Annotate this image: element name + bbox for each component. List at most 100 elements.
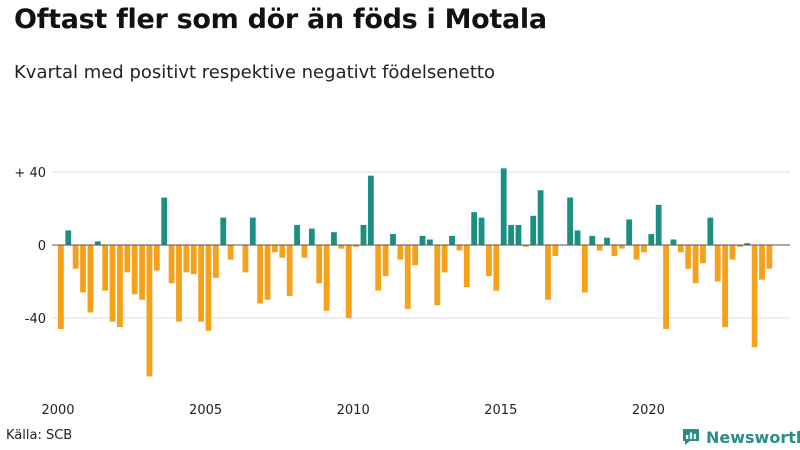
- bar-2019-q2: 2019 Q2: 14: [626, 219, 633, 245]
- bar-2019-q1: 2019 Q1: -2: [618, 245, 625, 249]
- bar-2020-q3: 2020 Q3: -46: [663, 245, 669, 329]
- bars: 2000 Q1: -462000 Q2: 82000 Q3: -132000 Q…: [58, 168, 773, 377]
- bar-2018-q4: 2018 Q4: -6: [611, 245, 618, 256]
- bar-2010-q3: 2010 Q3: 38: [367, 175, 374, 245]
- bar-2023-q1: 2023 Q1: -1: [736, 245, 743, 247]
- bar-2005-q1: 2005 Q1: -47: [205, 245, 212, 331]
- bar-2007-q1: 2007 Q1: -30: [264, 245, 271, 300]
- bar-2003-q2: 2003 Q2: -14: [153, 245, 160, 271]
- bar-2013-q4: 2013 Q4: -23: [463, 245, 470, 287]
- bar-2020-q1: 2020 Q1: 6: [648, 234, 655, 245]
- bar-2014-q4: 2014 Q4: -25: [493, 245, 500, 291]
- bar-2018-q2: 2018 Q2: -3: [596, 245, 603, 251]
- bar-2004-q3: 2004 Q3: -16: [190, 245, 197, 275]
- bar-2009-q2: 2009 Q2: 7: [331, 232, 337, 245]
- brand-name: Newsworthy: [706, 427, 800, 447]
- bar-2000-q4: 2000 Q4: -26: [80, 245, 86, 293]
- bar-2017-q4: 2017 Q4: -26: [581, 245, 588, 293]
- bar-2001-q2: 2001 Q2: 2: [94, 241, 101, 245]
- bar-2008-q3: 2008 Q3: 9: [308, 228, 315, 245]
- bar-2010-q4: 2010 Q4: -25: [375, 245, 382, 291]
- bar-2016-q2: 2016 Q2: 30: [537, 190, 544, 245]
- bar-2012-q2: 2012 Q2: 5: [419, 235, 426, 246]
- x-tick-label: 2005: [189, 403, 222, 418]
- bar-2019-q3: 2019 Q3: -8: [633, 245, 640, 260]
- bar-2010-q1: 2010 Q1: -1: [353, 245, 359, 247]
- x-tick-label: 2015: [484, 403, 517, 418]
- bar-2021-q3: 2021 Q3: -21: [692, 245, 699, 284]
- bar-2003-q3: 2003 Q3: 26: [161, 197, 168, 245]
- x-tick-label: 2000: [41, 403, 74, 418]
- y-axis-labels: + 40 0 -40: [14, 166, 46, 327]
- bar-2006-q4: 2006 Q4: -32: [257, 245, 264, 304]
- bar-2008-q1: 2008 Q1: 11: [294, 224, 300, 245]
- bar-2007-q4: 2007 Q4: -28: [286, 245, 293, 297]
- bar-2017-q2: 2017 Q2: 26: [567, 197, 574, 245]
- bar-2009-q3: 2009 Q3: -2: [338, 245, 345, 249]
- bar-2013-q1: 2013 Q1: -15: [441, 245, 448, 273]
- bar-2009-q1: 2009 Q1: -36: [323, 245, 330, 311]
- bar-2023-q2: 2023 Q2: 1: [744, 243, 751, 245]
- bar-2003-q4: 2003 Q4: -21: [168, 245, 175, 284]
- bar-2016-q3: 2016 Q3: -30: [545, 245, 551, 300]
- bar-2018-q1: 2018 Q1: 5: [589, 235, 596, 246]
- bar-2004-q1: 2004 Q1: -42: [176, 245, 182, 322]
- bar-2021-q4: 2021 Q4: -10: [700, 245, 706, 264]
- x-tick-label: 2010: [337, 403, 370, 418]
- bar-2009-q4: 2009 Q4: -40: [345, 245, 352, 318]
- bar-2001-q4: 2001 Q4: -42: [109, 245, 116, 322]
- x-tick-label: 2020: [632, 403, 665, 418]
- source-note: Källa: SCB: [6, 428, 73, 443]
- bar-2008-q4: 2008 Q4: -21: [316, 245, 323, 284]
- bar-2012-q4: 2012 Q4: -33: [434, 245, 441, 306]
- bar-2001-q3: 2001 Q3: -25: [102, 245, 109, 291]
- bar-2016-q1: 2016 Q1: 16: [530, 215, 537, 245]
- bar-2015-q4: 2015 Q4: -1: [522, 245, 529, 247]
- bar-2020-q2: 2020 Q2: 22: [655, 204, 662, 245]
- bar-2000-q3: 2000 Q3: -13: [72, 245, 79, 269]
- bar-2006-q3: 2006 Q3: 15: [249, 217, 256, 246]
- bar-2014-q3: 2014 Q3: -17: [486, 245, 492, 277]
- bar-2015-q1: 2015 Q1: 42: [500, 168, 507, 245]
- bar-2024-q1: 2024 Q1: -13: [766, 245, 773, 269]
- bar-2004-q4: 2004 Q4: -42: [198, 245, 205, 322]
- bar-2005-q2: 2005 Q2: -18: [212, 245, 219, 278]
- bar-2017-q3: 2017 Q3: 8: [574, 230, 581, 245]
- newsworthy-icon: [683, 429, 699, 445]
- bar-2013-q2: 2013 Q2: 5: [449, 235, 455, 246]
- bar-2011-q4: 2011 Q4: -35: [404, 245, 411, 309]
- bar-2005-q4: 2005 Q4: -8: [227, 245, 234, 260]
- bar-2003-q1: 2003 Q1: -72: [146, 245, 153, 377]
- bar-2001-q1: 2001 Q1: -37: [87, 245, 94, 313]
- bar-2004-q2: 2004 Q2: -15: [183, 245, 190, 273]
- bar-2013-q3: 2013 Q3: -3: [456, 245, 463, 251]
- bar-2020-q4: 2020 Q4: 3: [670, 239, 677, 245]
- bar-2022-q3: 2022 Q3: -45: [722, 245, 728, 328]
- bar-2011-q2: 2011 Q2: 6: [390, 234, 396, 245]
- bar-2012-q1: 2012 Q1: -11: [412, 245, 419, 266]
- bar-2011-q1: 2011 Q1: -17: [382, 245, 389, 277]
- y-tick-label: + 40: [14, 166, 46, 181]
- chart-title: Oftast fler som dör än föds i Motala: [14, 4, 547, 35]
- bar-2023-q3: 2023 Q3: -56: [751, 245, 758, 348]
- bar-2021-q1: 2021 Q1: -4: [677, 245, 684, 253]
- brand-logo[interactable]: Newsworthy: [681, 427, 800, 447]
- bar-2015-q3: 2015 Q3: 11: [515, 224, 522, 245]
- bar-2007-q3: 2007 Q3: -7: [279, 245, 286, 258]
- bar-2019-q4: 2019 Q4: -4: [641, 245, 647, 253]
- x-axis: 2000 2005 2010 2015 2020: [41, 403, 664, 418]
- bar-2000-q2: 2000 Q2: 8: [65, 230, 72, 245]
- bar-2000-q1: 2000 Q1: -46: [58, 245, 64, 329]
- chart-subtitle: Kvartal med positivt respektive negativt…: [14, 62, 495, 83]
- bar-2008-q2: 2008 Q2: -7: [301, 245, 308, 258]
- bar-2002-q2: 2002 Q2: -15: [124, 245, 131, 273]
- bar-2011-q3: 2011 Q3: -8: [397, 245, 404, 260]
- bar-2002-q4: 2002 Q4: -30: [139, 245, 145, 300]
- bar-2015-q2: 2015 Q2: 11: [508, 224, 514, 245]
- bar-2002-q1: 2002 Q1: -45: [117, 245, 123, 328]
- bar-2022-q2: 2022 Q2: -20: [714, 245, 721, 282]
- bar-2007-q2: 2007 Q2: -4: [272, 245, 278, 253]
- bar-2014-q2: 2014 Q2: 15: [478, 217, 485, 246]
- bar-2005-q3: 2005 Q3: 15: [220, 217, 227, 246]
